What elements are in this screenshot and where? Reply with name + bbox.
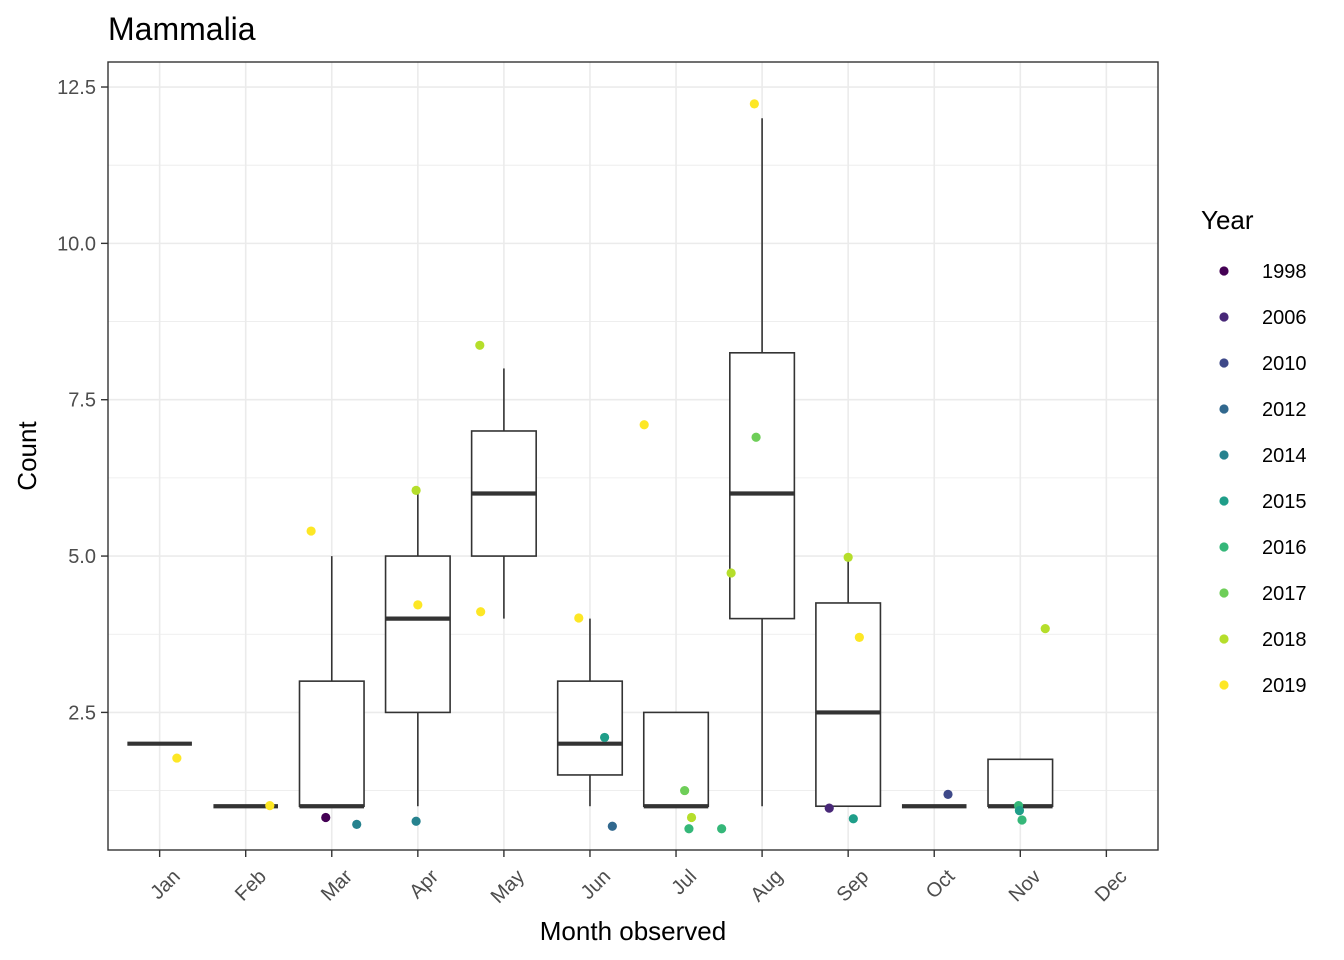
x-tick-label: Apr bbox=[405, 865, 443, 903]
x-tick-label: Oct bbox=[922, 865, 960, 903]
point-2016 bbox=[684, 824, 694, 834]
legend-label-2019: 2019 bbox=[1262, 675, 1307, 697]
legend-label-2014: 2014 bbox=[1262, 445, 1307, 467]
point-2006 bbox=[824, 803, 834, 813]
y-tick-label: 10.0 bbox=[57, 233, 96, 255]
legend-key-1998 bbox=[1219, 266, 1229, 276]
legend-key-2017 bbox=[1219, 588, 1229, 598]
legend-key-2006 bbox=[1219, 312, 1229, 322]
legend-label-1998: 1998 bbox=[1262, 261, 1307, 283]
box-iqr bbox=[556, 680, 624, 776]
legend-key-2019 bbox=[1219, 680, 1229, 690]
point-1998 bbox=[321, 812, 331, 823]
box-iqr bbox=[815, 602, 882, 808]
legend-key-2010 bbox=[1219, 358, 1229, 368]
point-2018 bbox=[411, 485, 421, 495]
minor-gridlines bbox=[108, 164, 1158, 791]
plot-panel bbox=[108, 62, 1158, 850]
boxes bbox=[127, 118, 1054, 809]
point-2017 bbox=[751, 432, 761, 442]
legend-label-2016: 2016 bbox=[1262, 537, 1307, 559]
y-axis: 2.5 5.0 7.5 10.0 12.5 bbox=[57, 77, 108, 724]
y-tick-label: 5.0 bbox=[68, 546, 96, 568]
jitter-points bbox=[172, 99, 1050, 834]
point-2019 bbox=[476, 607, 486, 617]
plot-border bbox=[107, 61, 1159, 851]
box-jun bbox=[556, 618, 624, 807]
box-iqr bbox=[298, 680, 365, 808]
x-tick-label: May bbox=[487, 866, 529, 908]
x-tick-label: Jan bbox=[146, 866, 184, 904]
legend-key-2012 bbox=[1219, 404, 1229, 414]
box-iqr bbox=[384, 555, 451, 714]
y-tick-label: 12.5 bbox=[57, 77, 96, 99]
box-sep bbox=[815, 556, 882, 808]
point-2019 bbox=[574, 613, 584, 623]
box-iqr bbox=[642, 711, 710, 808]
box-mar bbox=[298, 556, 365, 809]
point-2016 bbox=[1017, 815, 1027, 825]
box-iqr bbox=[729, 352, 796, 620]
x-axis: Jan Feb Mar Apr May Jun Jul Aug Sep Oct Nov Dec bbox=[146, 850, 1132, 908]
point-2019 bbox=[413, 600, 423, 610]
legend-label-2006: 2006 bbox=[1262, 307, 1307, 329]
point-2019 bbox=[854, 632, 864, 642]
point-2014 bbox=[411, 816, 421, 826]
legend-title: Year bbox=[1201, 205, 1254, 235]
legend-key-2014 bbox=[1219, 450, 1229, 460]
legend-label-2017: 2017 bbox=[1262, 583, 1307, 605]
legend-key-2018 bbox=[1219, 634, 1229, 644]
legend-label-2012: 2012 bbox=[1262, 399, 1307, 421]
box-aug bbox=[729, 118, 796, 807]
point-2015 bbox=[599, 732, 610, 743]
point-2014 bbox=[352, 819, 362, 829]
x-tick-label: Sep bbox=[833, 866, 874, 907]
chart-title: Mammalia bbox=[108, 11, 256, 47]
legend-label-2015: 2015 bbox=[1262, 491, 1307, 513]
point-2016 bbox=[717, 824, 727, 834]
x-tick-label: Jun bbox=[577, 866, 615, 904]
point-2019 bbox=[306, 526, 316, 536]
point-2019 bbox=[749, 99, 759, 109]
legend-label-2018: 2018 bbox=[1262, 629, 1307, 651]
x-tick-label: Mar bbox=[317, 865, 357, 905]
point-2018 bbox=[726, 568, 736, 578]
point-2017 bbox=[680, 785, 690, 796]
point-2018 bbox=[1040, 624, 1050, 634]
point-2015 bbox=[1014, 806, 1025, 816]
point-2019 bbox=[639, 420, 649, 430]
legend-key-2015 bbox=[1219, 496, 1229, 506]
point-2018 bbox=[475, 340, 485, 350]
box-nov bbox=[987, 758, 1054, 809]
x-tick-label: Feb bbox=[231, 866, 271, 906]
point-2019 bbox=[265, 800, 275, 811]
legend-label-2010: 2010 bbox=[1262, 353, 1307, 375]
x-tick-label: Nov bbox=[1005, 866, 1046, 907]
y-tick-label: 2.5 bbox=[68, 702, 96, 724]
point-2019 bbox=[172, 753, 182, 763]
point-2018 bbox=[843, 552, 853, 562]
x-axis-title: Month observed bbox=[540, 916, 726, 946]
y-tick-label: 7.5 bbox=[68, 390, 96, 412]
box-iqr bbox=[987, 758, 1054, 808]
x-tick-label: Jul bbox=[668, 866, 702, 900]
legend-key-2016 bbox=[1219, 542, 1229, 552]
point-2012 bbox=[607, 821, 617, 831]
box-jul bbox=[642, 711, 710, 809]
y-axis-title: Count bbox=[12, 421, 42, 491]
point-2015 bbox=[848, 814, 858, 824]
box-may bbox=[470, 368, 537, 619]
x-tick-label: Aug bbox=[747, 866, 788, 907]
point-2010 bbox=[943, 789, 953, 799]
x-tick-label: Dec bbox=[1091, 866, 1132, 907]
point-2018 bbox=[686, 812, 697, 823]
box-apr bbox=[384, 493, 451, 807]
legend: Year 1998 2006 2010 2012 2014 2015 2016 2017 201… bbox=[1201, 205, 1307, 697]
